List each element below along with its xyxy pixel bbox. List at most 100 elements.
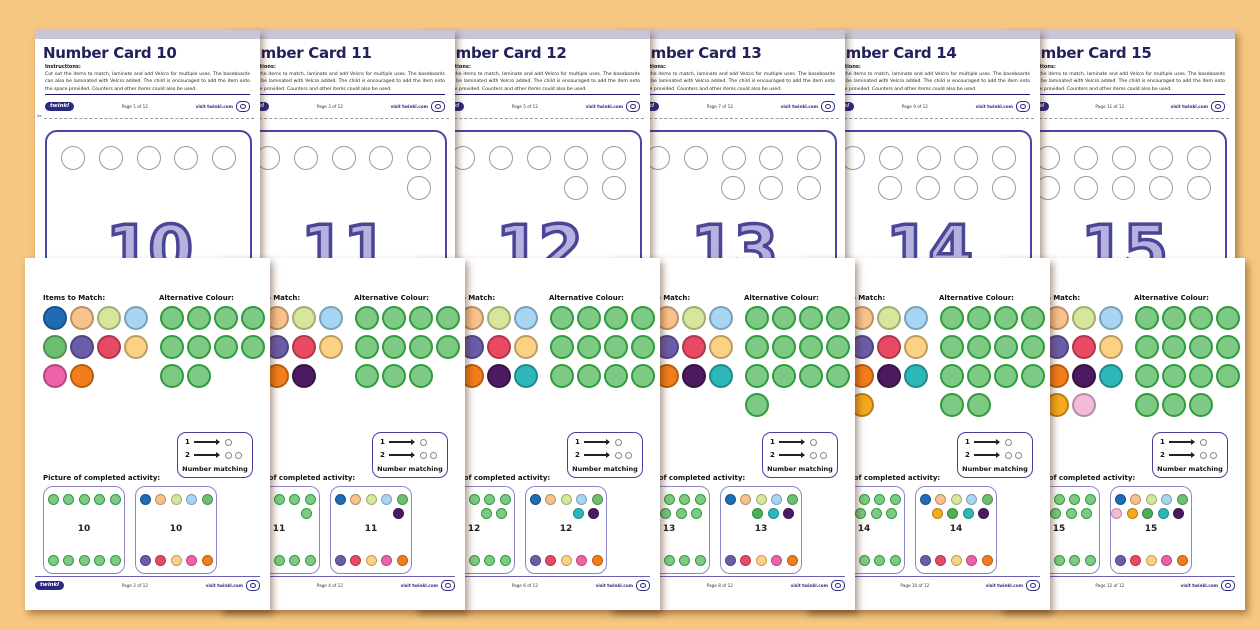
mini-row-top — [136, 494, 216, 505]
footer-links: visit twinkl.com — [586, 101, 640, 112]
mini-dot — [1161, 494, 1172, 505]
item-dot — [1099, 364, 1123, 388]
arrow-right-icon — [1169, 450, 1195, 460]
alternative-colour-label: Alternative Colour: — [159, 294, 234, 302]
mini-dot — [1161, 555, 1172, 566]
header-band — [425, 30, 650, 39]
green-dot — [1216, 364, 1240, 388]
twinkl-badge-icon — [440, 580, 455, 591]
mini-dot — [289, 494, 300, 505]
mini-dot — [855, 508, 866, 519]
green-dot — [967, 364, 991, 388]
baseboard-circle — [331, 146, 356, 170]
mini-row-bottom — [331, 555, 411, 566]
instructions-text: Cut out the items to match, laminate and… — [825, 72, 1030, 92]
header-band — [35, 30, 260, 39]
mini-dot — [1111, 508, 1122, 519]
green-dot — [631, 335, 655, 359]
mini-dot — [1050, 508, 1061, 519]
green-dot — [1135, 393, 1159, 417]
green-dot — [1021, 335, 1045, 359]
mini-dot — [170, 494, 182, 505]
item-dot — [514, 335, 538, 359]
nm-number: 2 — [965, 451, 970, 459]
mini-dot — [396, 555, 408, 566]
mini-dot — [201, 494, 213, 505]
mini-dot — [755, 555, 767, 566]
item-dot — [43, 364, 67, 388]
nm-number: 2 — [185, 451, 190, 459]
nm-circle — [1005, 451, 1012, 459]
item-dot — [1072, 364, 1096, 388]
footer-links: visit twinkl.com — [1171, 101, 1225, 112]
number-matching-row: 1 — [770, 437, 830, 447]
mini-dot — [1173, 508, 1184, 519]
green-dot — [772, 335, 796, 359]
mini-dot — [870, 508, 882, 519]
arrow-right-icon — [779, 450, 805, 460]
twinkl-badge-icon — [1210, 101, 1225, 112]
mini-dot — [978, 508, 989, 519]
green-dot — [745, 335, 769, 359]
mini-dot — [560, 555, 572, 566]
green-dot — [826, 306, 850, 330]
twinkl-badge-icon — [1220, 580, 1235, 591]
completed-activity-label: Picture of completed activity: — [43, 474, 161, 482]
mini-dot — [858, 494, 870, 505]
mini-dot — [94, 555, 105, 566]
nm-circle — [420, 451, 427, 459]
mini-row-extra — [434, 508, 514, 519]
baseboard-circle — [369, 146, 394, 170]
mini-dot — [1069, 494, 1080, 505]
alternative-colour-label: Alternative Colour: — [354, 294, 429, 302]
mini-row-top — [44, 494, 124, 505]
green-dot — [1189, 306, 1213, 330]
green-dot — [241, 306, 265, 330]
mini-dot — [155, 555, 166, 566]
visit-link: visit twinkl.com — [195, 104, 233, 109]
item-dot — [877, 306, 901, 330]
nm-number: 1 — [575, 438, 580, 446]
mini-dot — [1145, 555, 1157, 566]
visit-link: visit twinkl.com — [585, 104, 623, 109]
green-dot — [550, 364, 574, 388]
visit-link: visit twinkl.com — [790, 583, 828, 588]
baseboard-circle — [602, 146, 626, 170]
mini-number: 10 — [169, 524, 183, 534]
item-dot — [514, 306, 538, 330]
mini-dot — [783, 508, 794, 519]
green-dot — [772, 306, 796, 330]
mini-dot — [304, 494, 316, 505]
alternative-colour-grid — [550, 306, 658, 388]
green-dot — [355, 335, 379, 359]
mini-dot — [950, 494, 962, 505]
twinkl-badge-icon — [625, 101, 640, 112]
item-dot — [292, 306, 316, 330]
mini-dot — [935, 494, 946, 505]
twinkl-badge-icon — [1015, 101, 1030, 112]
mini-dot — [679, 555, 690, 566]
item-dot — [709, 335, 733, 359]
mini-number: 15 — [1144, 524, 1158, 534]
mini-dot — [334, 494, 346, 505]
arrow-right-icon — [1169, 437, 1195, 447]
page-footer: twinkl Page 1 of 12 visit twinkl.com — [45, 98, 250, 112]
mini-dot — [935, 555, 946, 566]
number-matching-box: 1 2 Number matching — [567, 432, 643, 478]
mini-dot — [591, 555, 603, 566]
mini-dot — [755, 494, 767, 505]
item-dot — [43, 306, 67, 330]
mini-dot — [889, 555, 901, 566]
number-matching-label: Number matching — [962, 465, 1028, 473]
footer-links: visit twinkl.com — [1181, 580, 1235, 591]
mini-dot — [576, 494, 587, 505]
header-rule — [240, 94, 445, 95]
baseboard-circle — [407, 146, 431, 170]
mini-dot — [381, 555, 392, 566]
baseboard-circle — [1187, 176, 1211, 200]
header-rule — [1020, 94, 1225, 95]
number-matching-row: 2 — [185, 450, 245, 460]
baseboard-circle — [797, 146, 821, 170]
header-band — [1010, 30, 1235, 39]
